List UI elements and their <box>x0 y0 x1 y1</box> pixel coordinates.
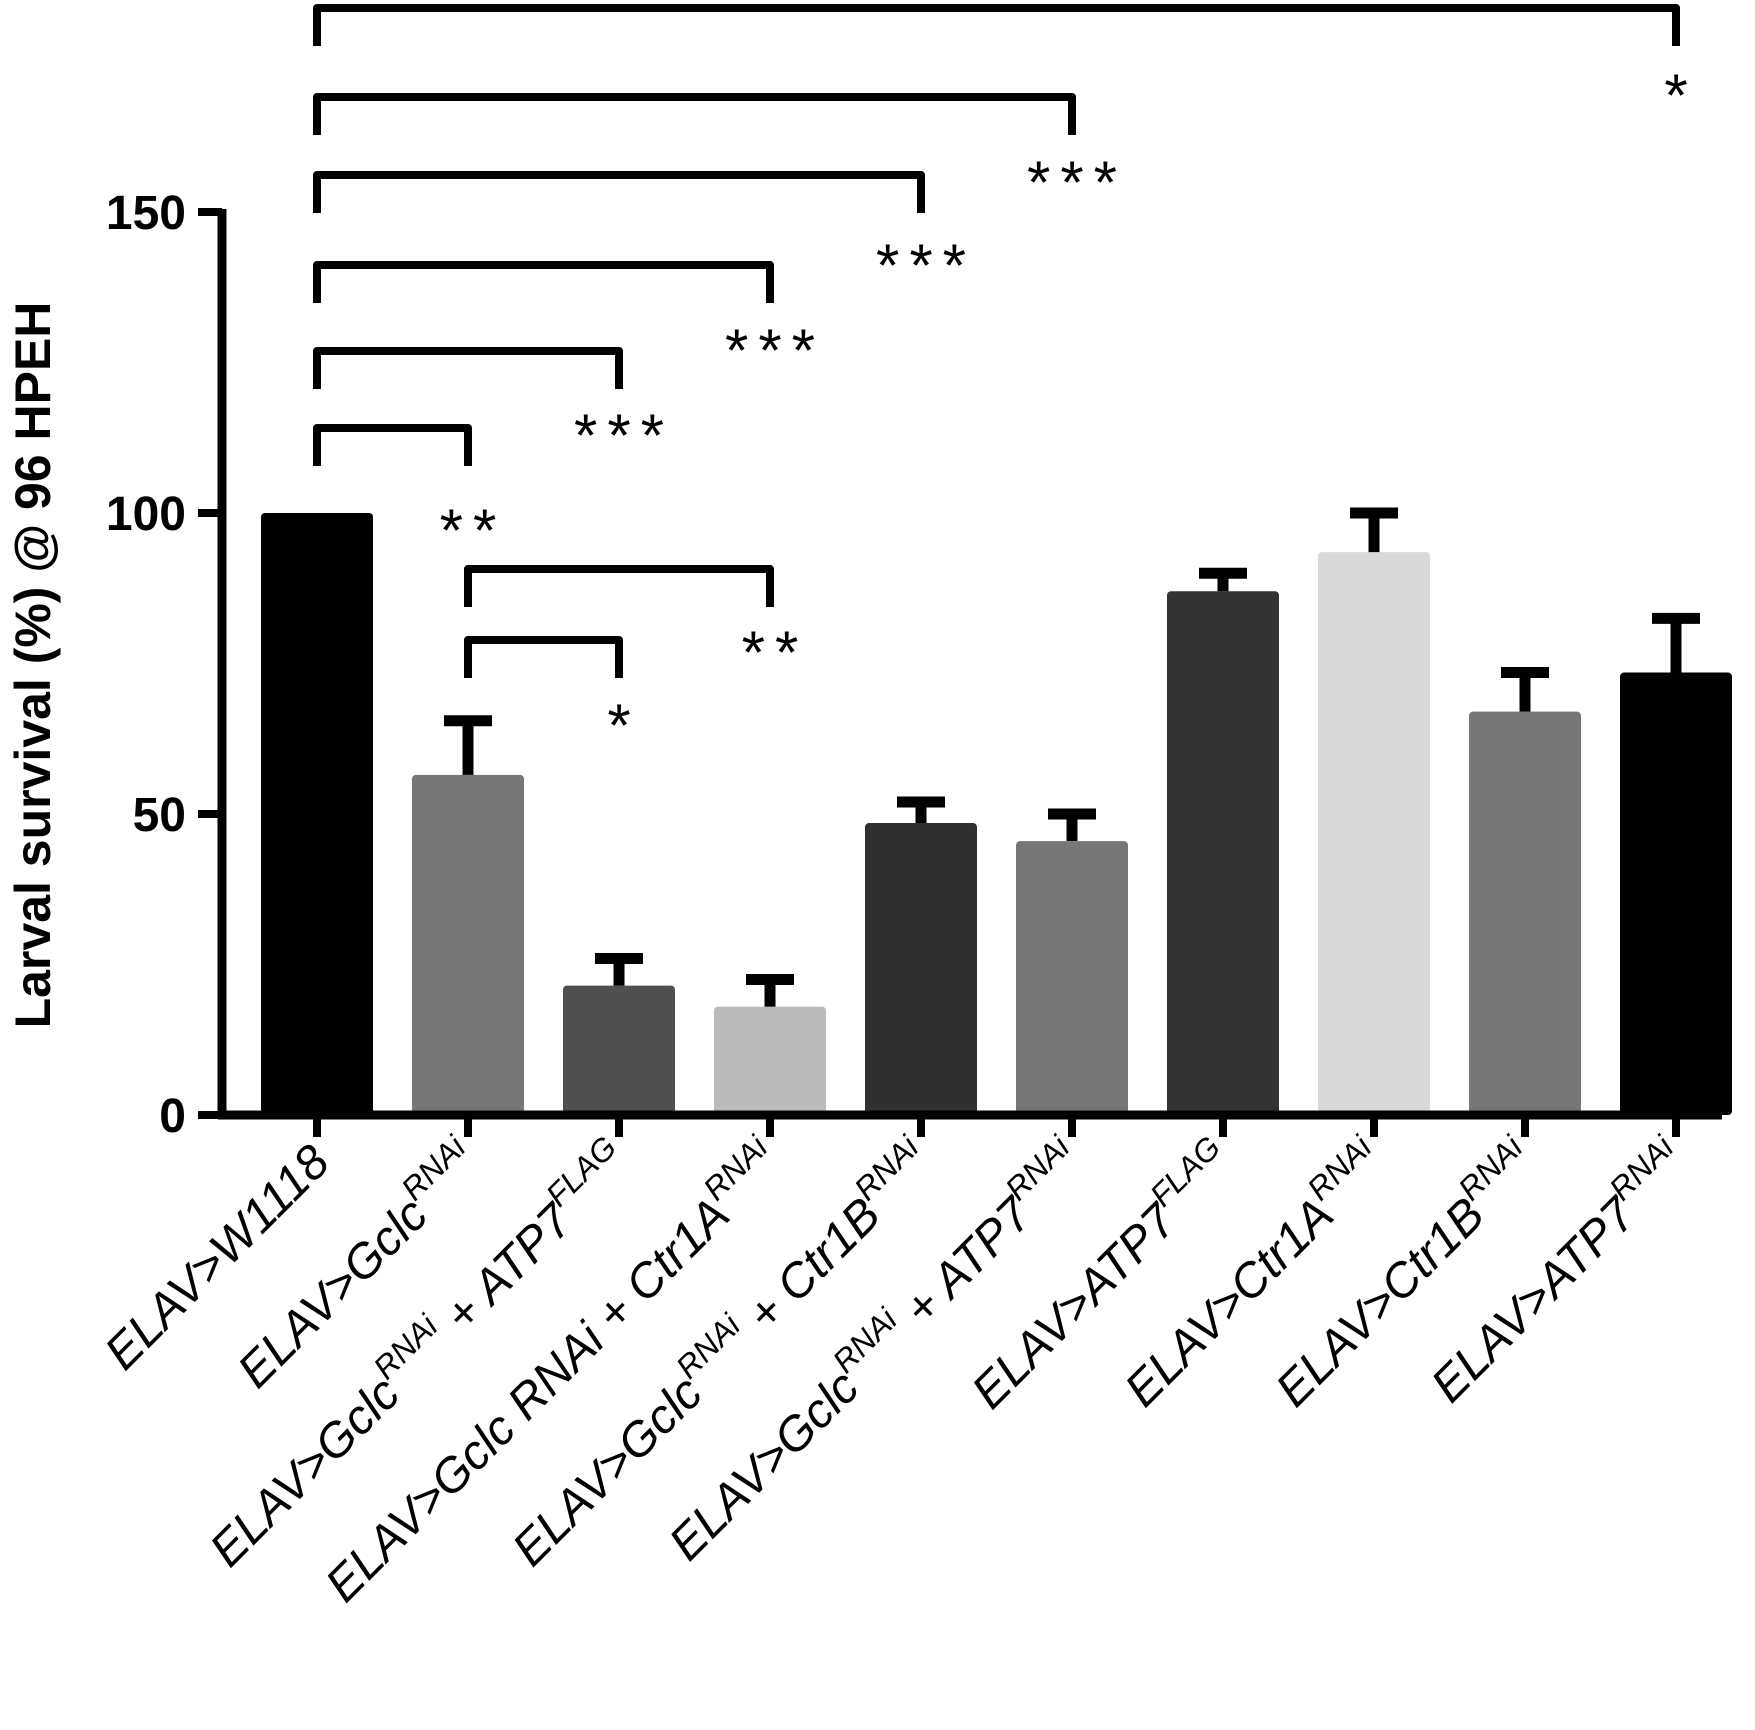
significance-label-6: ** <box>742 619 809 686</box>
significance-label-3: *** <box>725 317 825 384</box>
significance-bracket-1 <box>313 93 1076 135</box>
significance-bracket-6 <box>464 565 774 607</box>
axes-group <box>198 208 1722 1137</box>
bar-6 <box>1167 591 1279 1115</box>
y-tick-label-3: 150 <box>106 187 186 240</box>
significance-label-2: *** <box>876 232 976 299</box>
category-6-sup: FLAG <box>1143 1129 1228 1214</box>
x-category-label-6: ELAV>ATP7FLAG​ <box>956 1129 1246 1419</box>
significance-bracket-5 <box>313 424 472 466</box>
significance-bracket-3 <box>313 261 774 303</box>
x-category-label-8: ELAV>Ctr1BRNAi​ <box>1260 1128 1549 1417</box>
category-2-tail: + ATP7 <box>425 1193 584 1352</box>
y-tick-label-1: 50 <box>133 789 186 842</box>
significance-bracket-7 <box>464 636 623 678</box>
bar-1 <box>412 774 524 1115</box>
significance-label-4: *** <box>574 402 674 469</box>
y-tick-label-0: 0 <box>159 1090 186 1143</box>
significance-brackets-group: ****************** <box>313 4 1697 759</box>
significance-label-5: ** <box>440 497 507 564</box>
significance-bracket-2 <box>313 171 925 213</box>
category-2-sup2: FLAG <box>539 1129 624 1214</box>
significance-bracket-4 <box>313 347 623 389</box>
x-category-label-1: ELAV>GclcRNAi​ <box>222 1128 492 1398</box>
significance-label-1: *** <box>1027 149 1127 216</box>
significance-label-0: * <box>1664 62 1697 129</box>
labels-group: 0 50 100 150 Larval survival (%) @ 96 HPEH EL… <box>5 187 1699 1612</box>
bar-5 <box>1016 841 1128 1115</box>
bar-9 <box>1620 672 1732 1115</box>
error-bars-group <box>444 507 1700 1007</box>
bar-8 <box>1469 711 1581 1115</box>
bar-7 <box>1318 552 1430 1115</box>
bar-4 <box>865 823 977 1115</box>
y-axis-label: Larval survival (%) @ 96 HPEH <box>5 302 61 1029</box>
significance-label-7: * <box>607 692 640 759</box>
bar-0 <box>261 513 373 1115</box>
y-tick-label-2: 100 <box>106 488 186 541</box>
category-5-tail: + ATP7 <box>885 1186 1044 1345</box>
significance-bracket-0 <box>313 4 1680 46</box>
bar-2 <box>563 985 675 1115</box>
x-category-label-7: ELAV>Ctr1ARNAi​ <box>1109 1128 1398 1417</box>
bars-group <box>261 513 1732 1115</box>
x-category-label-9: ELAV>ATP7RNAi​ <box>1415 1128 1699 1412</box>
bar-3 <box>714 1006 826 1115</box>
